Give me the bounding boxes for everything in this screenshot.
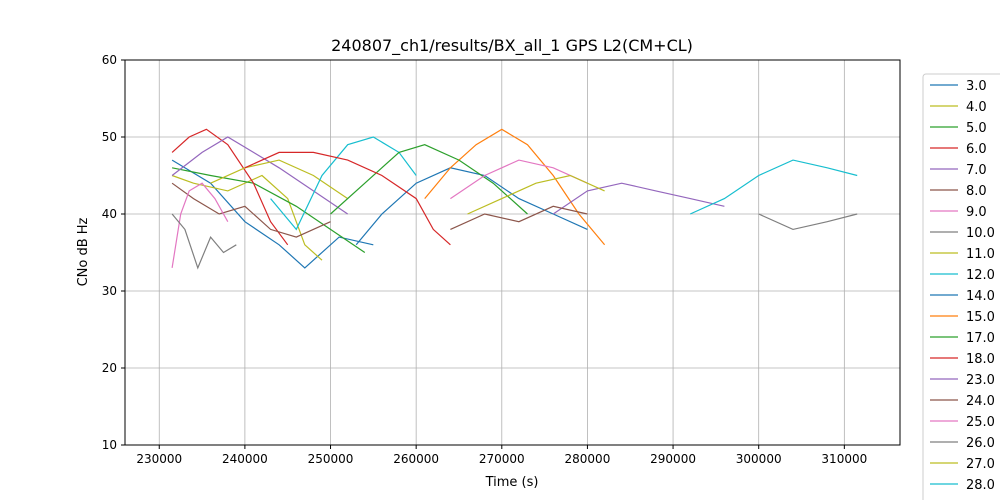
series-line: [467, 174, 605, 215]
legend-label: 27.0: [966, 457, 995, 472]
series-line: [171, 167, 366, 253]
plot-frame: [124, 59, 901, 446]
x-tick-label: 260000: [393, 452, 439, 466]
legend-label: 12.0: [966, 268, 995, 283]
y-tick-label: 30: [102, 284, 117, 298]
x-tick-label: 230000: [136, 452, 182, 466]
x-axis-label: Time (s): [485, 475, 539, 490]
y-axis-label: CNo dB Hz: [76, 217, 91, 286]
legend-label: 26.0: [966, 436, 995, 451]
legend-label: 7.0: [966, 163, 987, 178]
legend-label: 10.0: [966, 226, 995, 241]
y-tick-label: 50: [102, 130, 117, 144]
series-line: [171, 213, 237, 270]
legend-label: 17.0: [966, 331, 995, 346]
legend-label: 24.0: [966, 394, 995, 409]
series-line: [171, 182, 229, 268]
x-tick-label: 290000: [650, 452, 696, 466]
y-tick-label: 60: [102, 53, 117, 67]
series-line: [171, 136, 349, 215]
legend-label: 8.0: [966, 184, 987, 199]
legend-label: 6.0: [966, 142, 987, 157]
legend-label: 5.0: [966, 121, 987, 136]
series-line: [244, 151, 451, 246]
x-tick-label: 280000: [565, 452, 611, 466]
x-tick-label: 270000: [479, 452, 525, 466]
legend-label: 25.0: [966, 415, 995, 430]
legend-label: 14.0: [966, 289, 995, 304]
legend-label: 28.0: [966, 478, 995, 493]
grid: [125, 59, 900, 446]
series-line: [689, 159, 858, 215]
legend-label: 4.0: [966, 100, 987, 115]
x-tick-label: 240000: [222, 452, 268, 466]
legend-label: 23.0: [966, 373, 995, 388]
series-line: [330, 144, 528, 215]
series-line: [171, 174, 323, 261]
legend-label: 11.0: [966, 247, 995, 262]
legend: 3.0 4.0 5.0 6.0 7.0 8.0 9.0 10.0 11.0 12.0 14.0 15.…: [922, 73, 1000, 500]
x-tick-label: 310000: [821, 452, 867, 466]
series-line: [171, 128, 289, 246]
chart-title: 240807_ch1/results/BX_all_1 GPS L2(CM+CL…: [331, 36, 693, 56]
legend-label: 9.0: [966, 205, 987, 220]
series-line: [424, 128, 606, 246]
legend-label: 3.0: [966, 79, 987, 94]
series-line: [450, 205, 588, 230]
series-line: [758, 213, 858, 231]
y-tick-label: 10: [102, 438, 117, 452]
legend-label: 18.0: [966, 352, 995, 367]
x-tick-label: 250000: [308, 452, 354, 466]
data-lines: [171, 128, 858, 270]
series-line: [171, 182, 331, 238]
series-line: [355, 167, 588, 246]
series-line: [210, 159, 349, 200]
x-tick-label: 300000: [736, 452, 782, 466]
y-tick-label: 40: [102, 207, 117, 221]
legend-box: [922, 73, 1000, 500]
series-line: [450, 159, 588, 200]
y-tick-label: 20: [102, 361, 117, 375]
axis-ticks: 230000 240000 250000 260000 270000 280000 2900…: [102, 53, 868, 466]
legend-label: 15.0: [966, 310, 995, 325]
series-line: [552, 182, 725, 215]
